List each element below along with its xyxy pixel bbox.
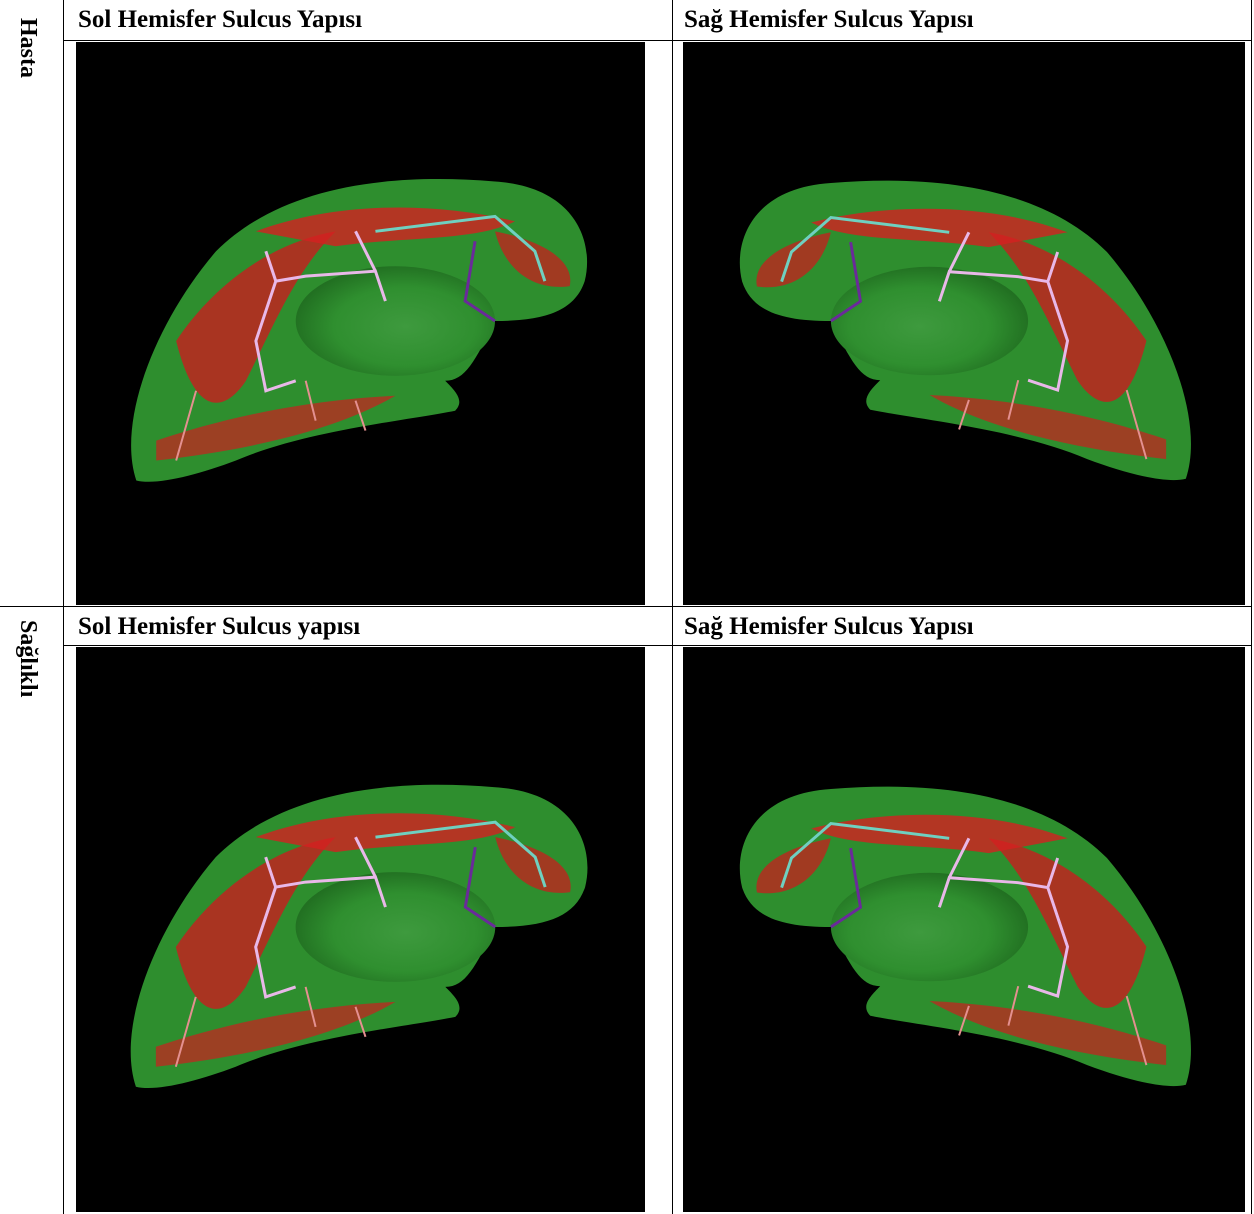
brain-render <box>683 647 1245 1212</box>
cell-title: Sol Hemisfer Sulcus yapısı <box>78 608 360 646</box>
column-rule <box>672 0 673 1214</box>
brain-image <box>76 647 645 1212</box>
brain-image <box>76 42 645 605</box>
cell-title: Sağ Hemisfer Sulcus Yapısı <box>684 1 974 39</box>
brain-image <box>683 42 1245 605</box>
cell-title: Sağ Hemisfer Sulcus Yapısı <box>684 608 974 646</box>
brain-image <box>683 647 1245 1212</box>
cell-title: Sol Hemisfer Sulcus Yapısı <box>78 1 362 39</box>
row-label: Hasta <box>8 18 48 578</box>
mirror <box>740 181 1191 480</box>
column-rule <box>63 0 64 1214</box>
brain-render <box>76 42 645 605</box>
row-rule <box>0 606 1252 607</box>
row-label: Sağlıklı <box>8 620 48 1180</box>
brain-render <box>683 42 1245 605</box>
column-rule <box>1251 0 1252 1214</box>
brain-surface <box>131 179 587 482</box>
page: Hasta Sol Hemisfer Sulcus Yapısı Sağ Hem… <box>0 0 1254 1214</box>
brain-surface <box>740 787 1191 1086</box>
row-rule <box>64 40 1252 41</box>
mirror <box>740 787 1191 1086</box>
brain-surface <box>740 181 1191 480</box>
brain-render <box>76 647 645 1212</box>
brain-surface <box>131 785 588 1088</box>
